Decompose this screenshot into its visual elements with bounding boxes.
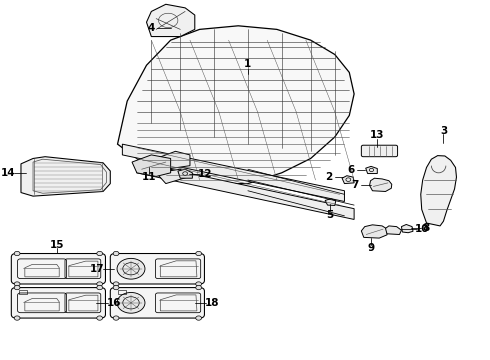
Text: 11: 11 (142, 172, 156, 182)
Text: 10: 10 (415, 225, 429, 234)
Polygon shape (369, 178, 392, 192)
Circle shape (97, 282, 102, 286)
Text: 12: 12 (198, 168, 213, 179)
FancyBboxPatch shape (11, 253, 105, 284)
Polygon shape (342, 176, 354, 184)
Polygon shape (386, 226, 401, 234)
Text: 15: 15 (50, 239, 64, 249)
Bar (118, 291, 126, 294)
Text: 5: 5 (326, 210, 334, 220)
Polygon shape (421, 156, 457, 226)
Text: 16: 16 (106, 298, 121, 308)
Polygon shape (366, 166, 377, 174)
Polygon shape (21, 157, 110, 196)
Polygon shape (118, 26, 354, 184)
Polygon shape (361, 225, 388, 238)
FancyBboxPatch shape (361, 145, 397, 157)
Circle shape (196, 282, 201, 286)
Circle shape (97, 251, 102, 256)
Text: 18: 18 (205, 298, 220, 308)
Bar (19, 291, 27, 294)
Circle shape (113, 251, 119, 256)
Circle shape (14, 316, 20, 320)
Circle shape (97, 316, 102, 320)
Text: 8: 8 (422, 224, 429, 233)
Text: 3: 3 (440, 126, 447, 135)
Polygon shape (178, 169, 193, 178)
Polygon shape (156, 151, 190, 169)
Circle shape (14, 251, 20, 256)
Polygon shape (147, 4, 195, 37)
Text: 7: 7 (351, 180, 359, 190)
Circle shape (113, 316, 119, 320)
FancyBboxPatch shape (11, 288, 105, 318)
Circle shape (117, 258, 145, 279)
Circle shape (14, 282, 20, 286)
Text: 6: 6 (347, 165, 355, 175)
Text: 1: 1 (245, 59, 251, 69)
Circle shape (117, 292, 145, 313)
Polygon shape (156, 169, 190, 184)
Polygon shape (401, 225, 413, 233)
Circle shape (196, 316, 201, 320)
FancyBboxPatch shape (110, 288, 204, 318)
Text: 13: 13 (370, 130, 385, 140)
Text: 17: 17 (90, 264, 104, 274)
Circle shape (196, 285, 201, 290)
Circle shape (14, 285, 20, 290)
Polygon shape (137, 162, 354, 220)
Text: 2: 2 (325, 172, 333, 183)
Text: 4: 4 (147, 23, 155, 33)
Circle shape (196, 251, 201, 256)
Polygon shape (325, 199, 336, 206)
Circle shape (97, 285, 102, 290)
Polygon shape (122, 144, 344, 202)
Circle shape (113, 285, 119, 290)
FancyBboxPatch shape (110, 253, 204, 284)
Text: 9: 9 (368, 243, 375, 253)
Text: 14: 14 (1, 168, 16, 178)
Polygon shape (132, 155, 171, 176)
Circle shape (113, 282, 119, 286)
